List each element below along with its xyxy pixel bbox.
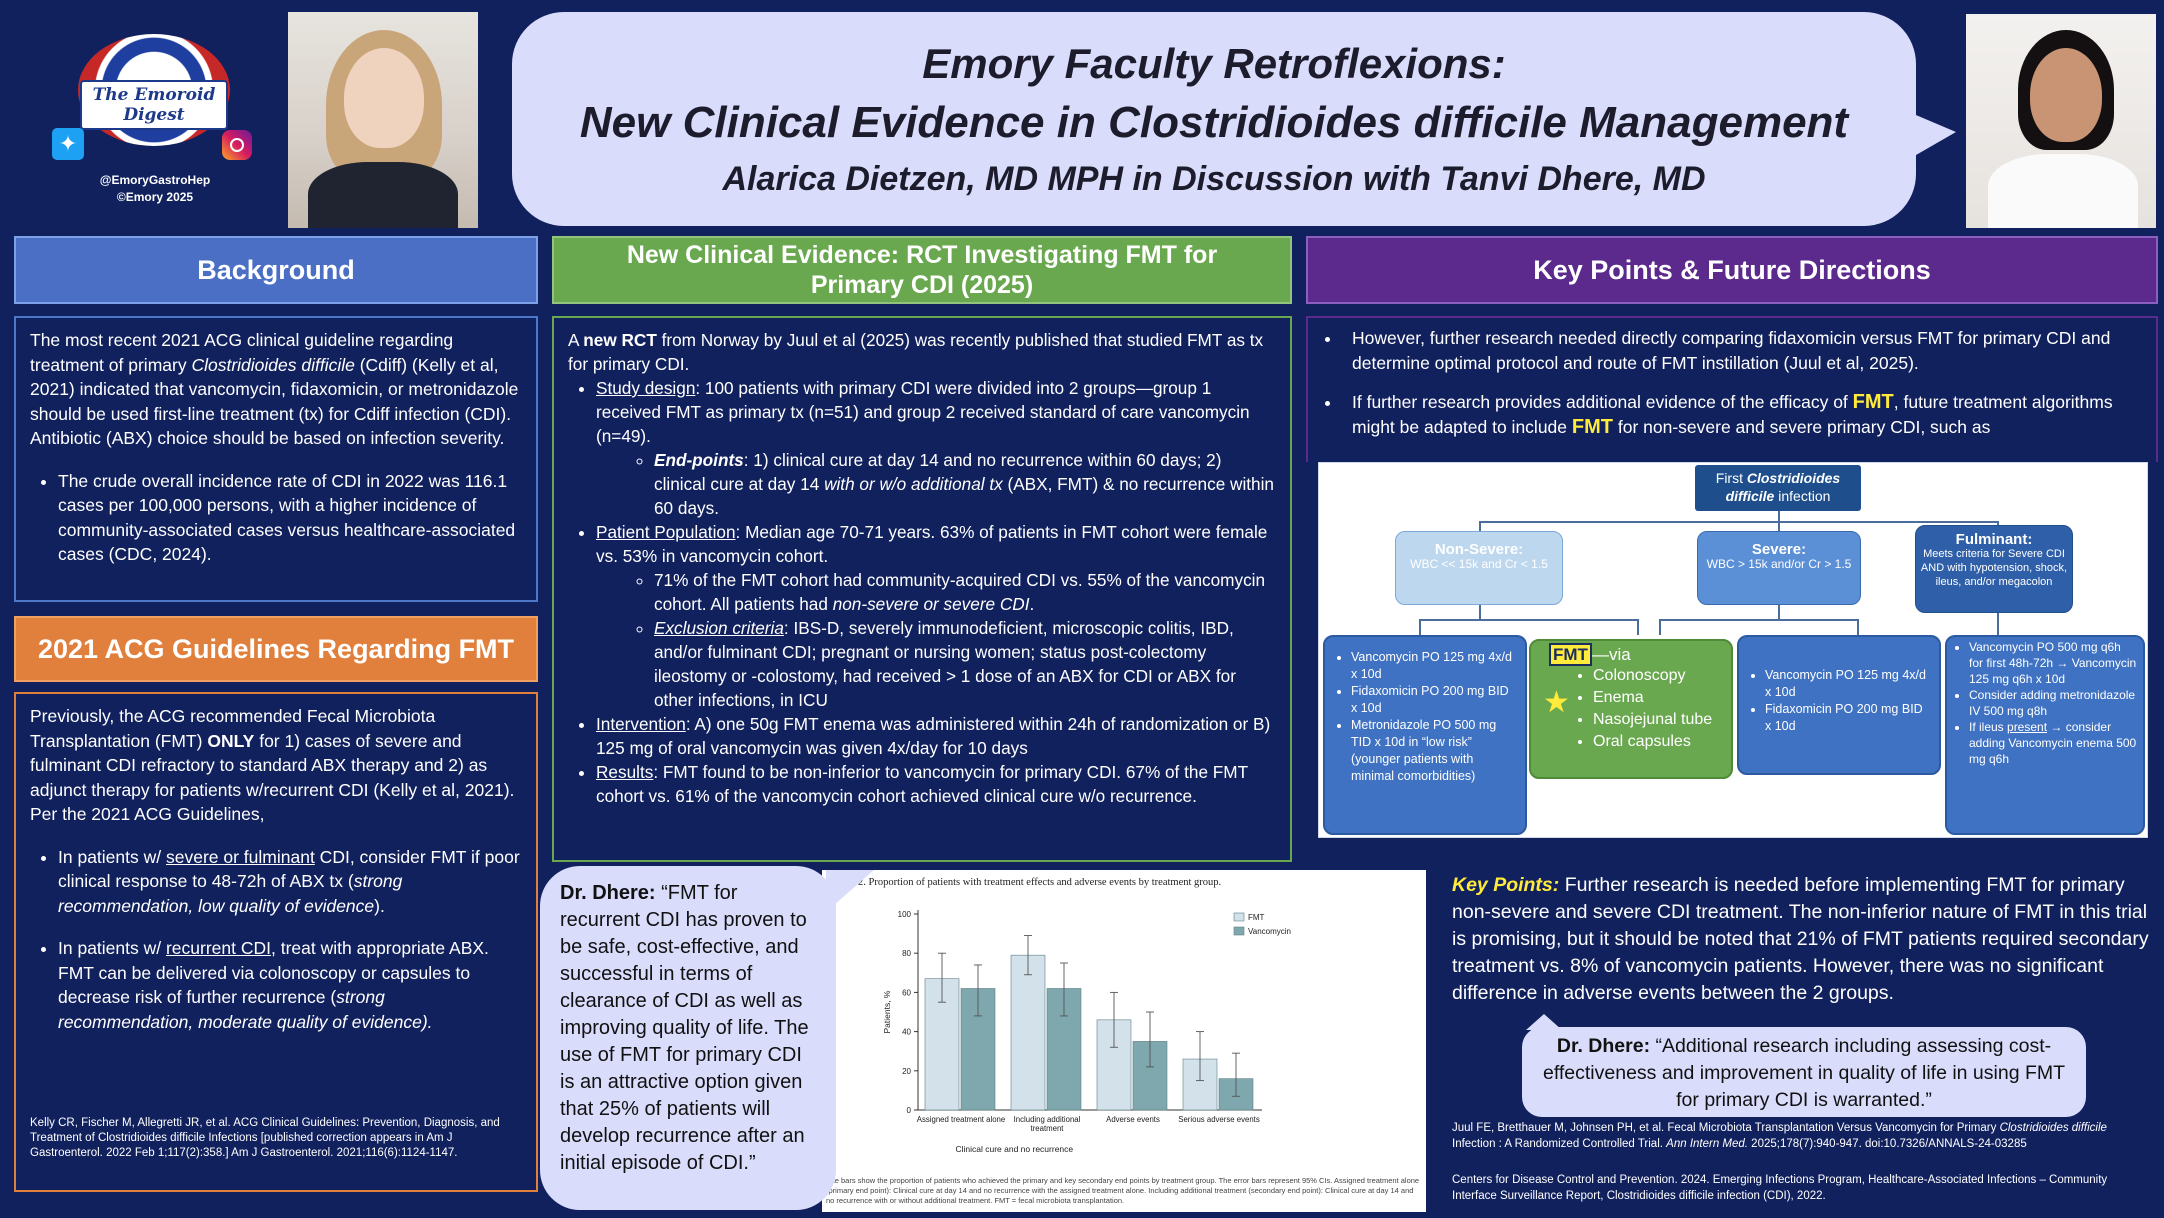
copyright-text: ©Emory 2025 xyxy=(116,190,194,204)
fmt-highlight: FMT xyxy=(1549,643,1592,666)
bar-fmt xyxy=(1010,954,1046,1111)
quote-bubble-tail xyxy=(1526,1014,1562,1030)
y-tick-label: 80 xyxy=(902,949,911,958)
severe-box: Severe: WBC > 15k and/or Cr > 1.5 xyxy=(1697,531,1861,605)
x-tick-label: Assigned treatment alone xyxy=(917,1115,1005,1124)
rct-intervention: Intervention: A) one 50g FMT enema was a… xyxy=(596,712,1276,760)
background-heading: Background xyxy=(14,236,538,304)
bar-vancomycin xyxy=(1046,988,1082,1111)
bar-chart-svg: Figure 2. Proportion of patients with tr… xyxy=(828,877,1291,1154)
rct-intro: A new RCT from Norway by Juul et al (202… xyxy=(568,330,1264,374)
handle-text: @EmoryGastroHep xyxy=(99,173,211,187)
x-tick-label: Adverse events xyxy=(1106,1115,1160,1124)
chart-title: Figure 2. Proportion of patients with tr… xyxy=(828,877,1221,888)
guidelines-paragraph: Previously, the ACG recommended Fecal Mi… xyxy=(30,706,515,824)
y-tick-label: 100 xyxy=(898,910,912,919)
title-line-2: New Clinical Evidence in Clostridioides … xyxy=(579,98,1849,147)
title-bubble xyxy=(512,12,1916,226)
star-icon: ★ xyxy=(1543,686,1570,719)
key-bullet-fidaxomicin: However, further research needed directl… xyxy=(1342,326,2142,376)
x-tick-label: Serious adverse events xyxy=(1178,1115,1260,1124)
severe-treatment: Vancomycin PO 125 mg 4x/d x 10d Fidaxomi… xyxy=(1737,635,1941,775)
key-points-panel: However, further research needed directl… xyxy=(1306,316,2158,462)
background-panel: The most recent 2021 ACG clinical guidel… xyxy=(14,316,538,602)
non-severe-treatment: Vancomycin PO 125 mg 4x/d x 10d Fidaxomi… xyxy=(1323,635,1527,835)
non-severe-box: Non-Severe: WBC << 15k and Cr < 1.5 xyxy=(1395,531,1563,605)
legend-label: FMT xyxy=(1248,913,1265,922)
rct-panel: A new RCT from Norway by Juul et al (202… xyxy=(552,316,1292,862)
logo-text: The Emoroid Digest xyxy=(80,80,228,130)
x-axis-label: Clinical cure and no recurrence xyxy=(955,1144,1073,1154)
background-bullet: The crude overall incidence rate of CDI … xyxy=(58,469,522,567)
rct-population-sub: 71% of the FMT cohort had community-acqu… xyxy=(654,568,1276,616)
chart-caption: The bars show the proportion of patients… xyxy=(826,1176,1420,1205)
y-axis-label: Patients, % xyxy=(882,990,892,1033)
social-handle: @EmoryGastroHep ©Emory 2025 xyxy=(60,172,250,206)
dhere-quote-1: Dr. Dhere: “FMT for recurrent CDI has pr… xyxy=(540,866,836,1210)
legend-label: Vancomycin xyxy=(1248,927,1291,936)
cdc-reference: Centers for Disease Control and Preventi… xyxy=(1452,1174,2108,1202)
title-line-3: Alarica Dietzen, MD MPH in Discussion wi… xyxy=(722,160,1706,198)
x-tick-label: Including additional xyxy=(1014,1115,1081,1124)
quote-bubble-tail-2 xyxy=(826,870,874,912)
rct-study-design: Study design: 100 patients with primary … xyxy=(596,376,1276,520)
key-bullet-algorithm: If further research provides additional … xyxy=(1342,390,2142,440)
instagram-icon[interactable] xyxy=(222,130,252,160)
juul-reference: Juul FE, Bretthauer M, Johnsen PH, et al… xyxy=(1452,1122,2107,1150)
y-tick-label: 40 xyxy=(902,1028,911,1037)
guidelines-heading: 2021 ACG Guidelines Regarding FMT xyxy=(14,616,538,682)
author-photo-dietzen xyxy=(288,12,478,228)
background-paragraph: The most recent 2021 ACG clinical guidel… xyxy=(30,330,519,448)
twitter-icon[interactable]: ✦ xyxy=(52,128,84,160)
algorithm-title: First Clostridioides difficile infection xyxy=(1695,465,1861,511)
y-tick-label: 60 xyxy=(902,988,911,997)
title-line-1: Emory Faculty Retroflexions: xyxy=(922,40,1506,87)
guideline-bullet-recurrent: In patients w/ recurrent CDI, treat with… xyxy=(58,936,522,1034)
legend-swatch xyxy=(1233,912,1245,922)
fulminant-treatment: Vancomycin PO 500 mg q6h for first 48h-7… xyxy=(1945,635,2145,835)
guidelines-panel: Previously, the ACG recommended Fecal Mi… xyxy=(14,692,538,1192)
author-photo-dhere xyxy=(1966,14,2156,228)
rct-results: Results: FMT found to be non-inferior to… xyxy=(596,760,1276,808)
y-tick-label: 20 xyxy=(902,1067,911,1076)
legend-swatch xyxy=(1233,926,1245,936)
x-tick-label: treatment xyxy=(1031,1124,1065,1133)
title-bubble-tail xyxy=(1904,110,1956,162)
key-points-summary: Key Points: Further research is needed b… xyxy=(1452,874,2149,1004)
rct-heading: New Clinical Evidence: RCT Investigating… xyxy=(552,236,1292,304)
fmt-treatment-box: FMT—via ★ Colonoscopy Enema Nasojejunal … xyxy=(1529,639,1733,779)
rct-endpoints: End-points: 1) clinical cure at day 14 a… xyxy=(654,448,1276,520)
cdi-treatment-algorithm: First Clostridioides difficile infection… xyxy=(1318,462,2148,838)
y-tick-label: 0 xyxy=(907,1106,912,1115)
guideline-bullet-severe: In patients w/ severe or fulminant CDI, … xyxy=(58,845,522,919)
key-points-heading: Key Points & Future Directions xyxy=(1306,236,2158,304)
figure-2-chart: Figure 2. Proportion of patients with tr… xyxy=(822,870,1426,1212)
rct-exclusion: Exclusion criteria: IBS-D, severely immu… xyxy=(654,616,1276,712)
fulminant-box: Fulminant: Meets criteria for Severe CDI… xyxy=(1915,525,2073,613)
dhere-quote-2: Dr. Dhere: “Additional research includin… xyxy=(1522,1027,2086,1117)
rct-population: Patient Population: Median age 70-71 yea… xyxy=(596,520,1276,712)
guidelines-reference: Kelly CR, Fischer M, Allegretti JR, et a… xyxy=(30,1117,500,1159)
bar-fmt xyxy=(1182,1058,1218,1111)
